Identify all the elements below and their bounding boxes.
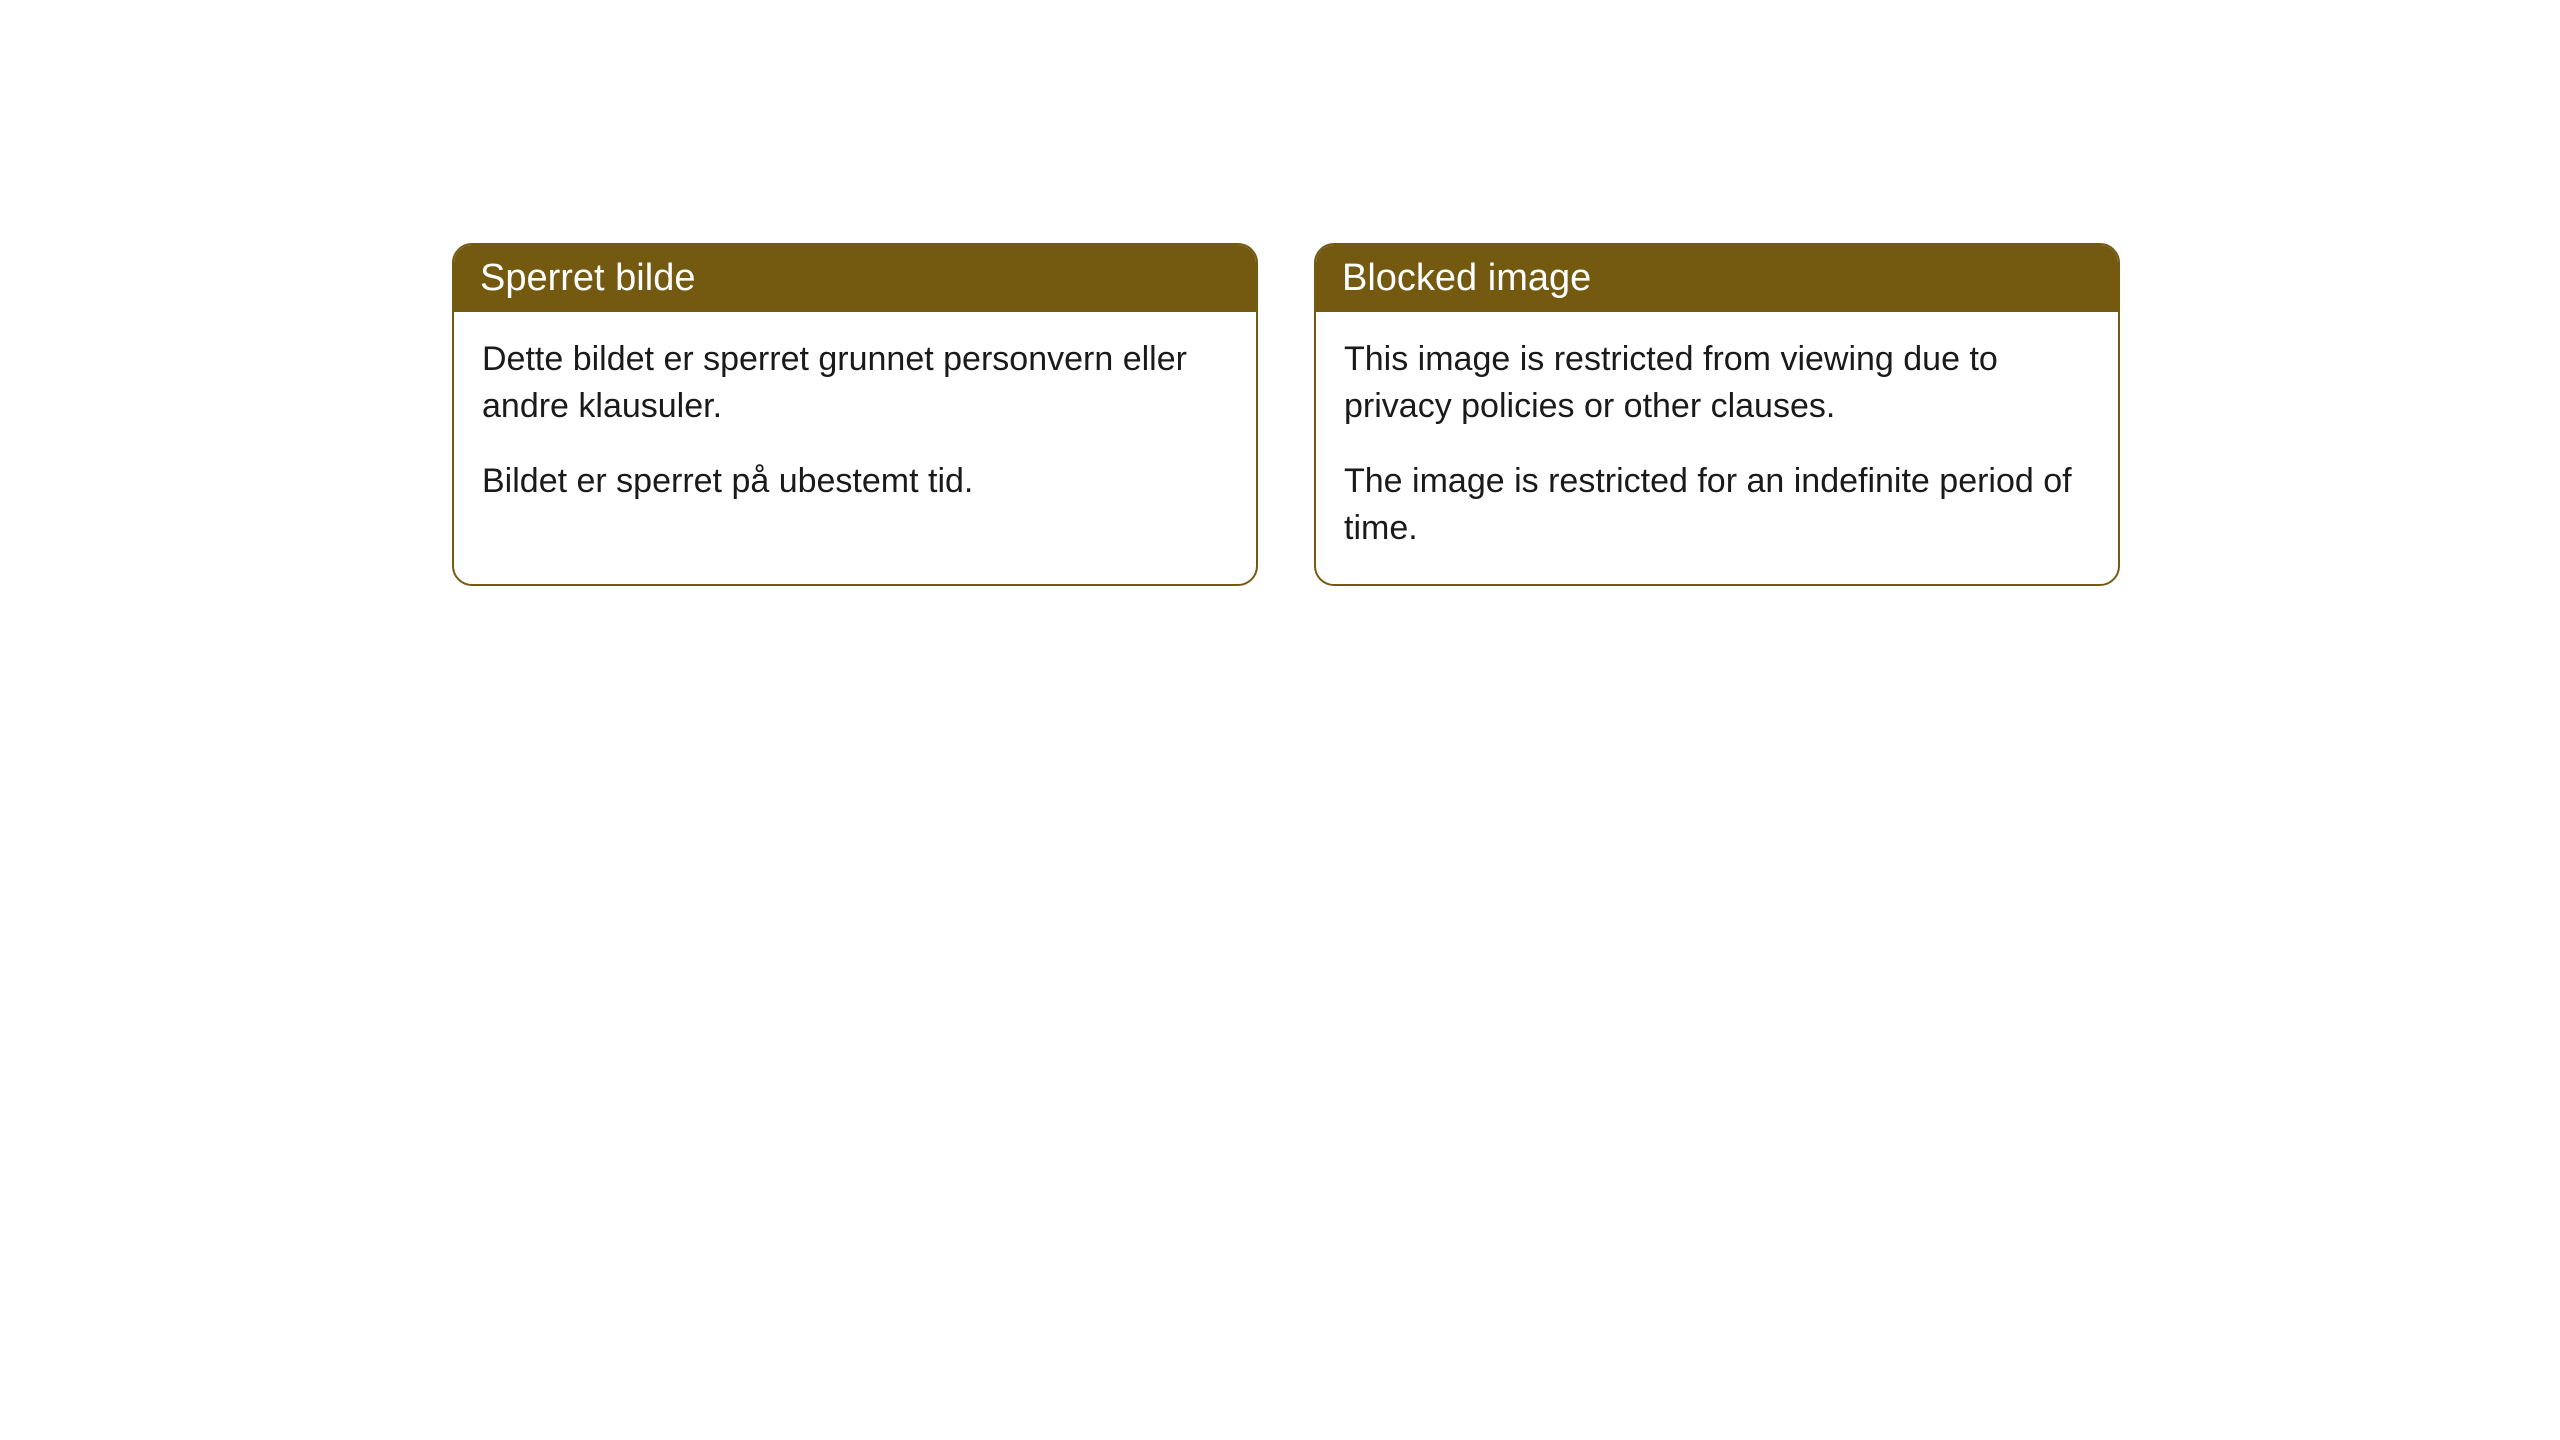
blocked-image-card-norwegian: Sperret bilde Dette bildet er sperret gr…: [452, 243, 1258, 586]
card-title: Blocked image: [1342, 257, 1591, 299]
card-paragraph: This image is restricted from viewing du…: [1344, 336, 2090, 430]
card-body: Dette bildet er sperret grunnet personve…: [454, 312, 1256, 537]
notice-cards-container: Sperret bilde Dette bildet er sperret gr…: [452, 243, 2560, 586]
card-header: Sperret bilde: [454, 245, 1256, 312]
card-header: Blocked image: [1316, 245, 2118, 312]
card-paragraph: Bildet er sperret på ubestemt tid.: [482, 458, 1228, 505]
card-paragraph: Dette bildet er sperret grunnet personve…: [482, 336, 1228, 430]
card-body: This image is restricted from viewing du…: [1316, 312, 2118, 584]
card-paragraph: The image is restricted for an indefinit…: [1344, 458, 2090, 552]
blocked-image-card-english: Blocked image This image is restricted f…: [1314, 243, 2120, 586]
card-title: Sperret bilde: [480, 257, 695, 299]
